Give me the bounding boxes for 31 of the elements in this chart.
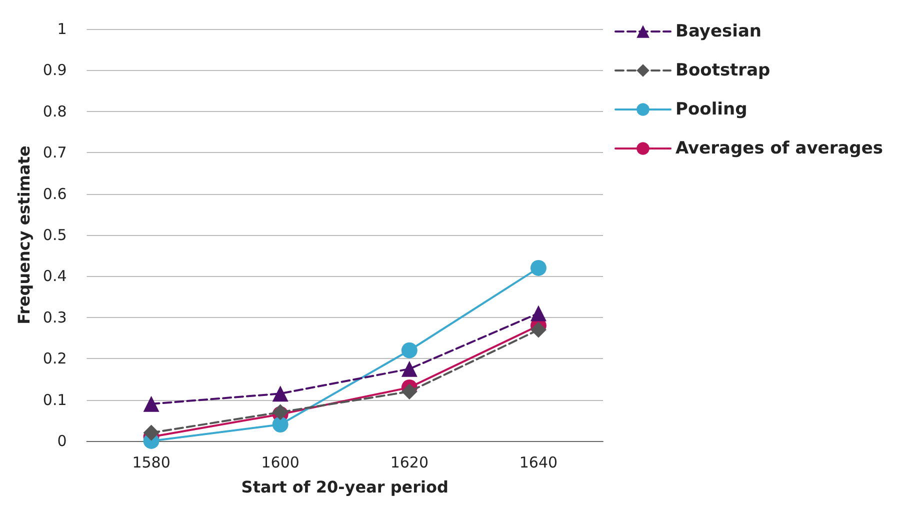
point (530, 322, 546, 338)
x-tick-label: 1580 (132, 454, 170, 472)
point (401, 342, 418, 358)
legend-label: Averages of averages (675, 138, 884, 158)
point (530, 260, 546, 276)
point (143, 424, 160, 441)
y-tick-label: 1 (57, 20, 67, 38)
y-tick-label: 0.8 (42, 102, 67, 120)
y-tick-label: 0.5 (42, 226, 67, 244)
y-tick-label: 0.4 (42, 267, 67, 286)
y-tick-label: 0 (57, 432, 67, 450)
x-tick-label: 1640 (519, 454, 558, 472)
point (401, 384, 418, 400)
y-tick-label: 0.9 (42, 61, 67, 80)
x-tick-label: 1600 (261, 454, 300, 472)
legend-label: Pooling (675, 100, 748, 120)
legend-label: Bootstrap (675, 60, 770, 80)
y-tick-label: 0.3 (42, 308, 67, 326)
y-tick-label: 0.7 (42, 144, 67, 162)
point (272, 386, 288, 402)
y-tick-label: 0.6 (42, 184, 67, 203)
y-tick-label: 0.1 (42, 390, 67, 409)
point (401, 360, 418, 377)
x-axis-title: Start of 20-year period (241, 478, 448, 496)
point (143, 396, 160, 412)
legend-label: Bayesian (675, 22, 762, 42)
y-axis-title: Frequency estimate (14, 146, 34, 324)
point (272, 416, 288, 433)
point (530, 305, 546, 322)
x-tick-label: 1620 (390, 454, 428, 472)
y-tick-label: 0.2 (42, 350, 67, 368)
